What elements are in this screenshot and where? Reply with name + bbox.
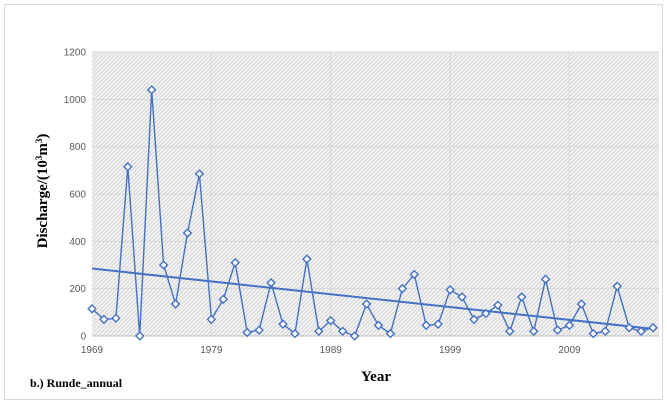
data-point-marker	[397, 283, 408, 294]
data-point-marker	[648, 322, 658, 333]
x-tick-label: 1989	[320, 345, 343, 356]
data-point-marker	[99, 314, 109, 325]
data-point-marker	[445, 285, 455, 295]
x-axis-ticks: 1969 1979 1989 1999 2009	[81, 345, 581, 356]
series-markers	[87, 85, 658, 341]
y-tick-label: 800	[69, 142, 86, 153]
y-tick-label: 400	[69, 237, 86, 248]
data-point-marker	[337, 326, 348, 337]
data-point-marker	[123, 161, 133, 172]
data-point-marker	[361, 299, 372, 309]
data-point-marker	[158, 260, 169, 270]
data-point-marker	[278, 319, 288, 329]
data-point-marker	[314, 326, 324, 337]
data-point-marker	[290, 328, 300, 339]
data-point-marker	[266, 277, 276, 288]
data-point-marker	[528, 326, 539, 337]
data-point-marker	[134, 331, 145, 341]
data-point-marker	[588, 328, 599, 339]
panel-label: b.) Runde_annual	[30, 376, 123, 390]
data-point-marker	[636, 326, 646, 337]
data-point-marker	[409, 269, 420, 280]
y-axis-label: Discharge/(103m3)	[34, 134, 51, 249]
data-point-marker	[349, 331, 360, 341]
y-tick-label: 200	[69, 284, 86, 295]
data-point-marker	[457, 292, 467, 302]
data-point-marker	[325, 315, 336, 326]
data-point-marker	[87, 303, 97, 314]
data-point-marker	[600, 326, 611, 337]
data-point-marker	[433, 319, 443, 329]
data-point-marker	[504, 326, 515, 337]
data-point-marker	[182, 228, 193, 238]
data-point-marker	[552, 325, 563, 335]
y-tick-label: 0	[80, 332, 86, 343]
data-point-marker	[373, 320, 384, 331]
data-point-marker	[302, 254, 312, 264]
data-point-marker	[385, 328, 396, 339]
x-tick-label: 1969	[81, 345, 104, 356]
gridlines	[92, 51, 659, 336]
data-point-marker	[624, 322, 634, 333]
line-chart: 0 200 400 600 800 1000 1200 1969 1979 1989 1999 20…	[30, 48, 659, 390]
data-point-marker	[493, 300, 503, 311]
data-point-marker	[194, 169, 205, 179]
x-tick-label: 2009	[558, 345, 581, 356]
data-point-marker	[170, 299, 181, 309]
data-point-marker	[576, 299, 587, 309]
data-point-marker	[481, 308, 491, 319]
x-tick-label: 1979	[200, 345, 223, 356]
trendline	[91, 267, 654, 330]
y-tick-label: 600	[69, 190, 86, 201]
data-point-marker	[230, 257, 241, 268]
data-point-marker	[146, 85, 157, 95]
data-point-marker	[218, 294, 229, 305]
x-tick-label: 1999	[439, 345, 462, 356]
data-point-marker	[516, 292, 527, 302]
data-point-marker	[111, 313, 121, 324]
data-point-marker	[242, 327, 252, 338]
x-axis-label: Year	[361, 369, 391, 385]
data-point-marker	[254, 325, 264, 335]
data-point-marker	[206, 314, 217, 325]
data-point-marker	[421, 320, 432, 331]
data-point-marker	[540, 274, 551, 284]
y-tick-label: 1200	[64, 48, 87, 59]
y-axis-ticks: 0 200 400 600 800 1000 1200	[64, 48, 87, 343]
data-point-marker	[612, 281, 623, 292]
chart-frame: 0 200 400 600 800 1000 1200 1969 1979 1989 1999 20…	[4, 4, 663, 400]
data-point-marker	[564, 320, 575, 331]
y-tick-label: 1000	[64, 95, 87, 106]
data-point-marker	[469, 314, 479, 325]
